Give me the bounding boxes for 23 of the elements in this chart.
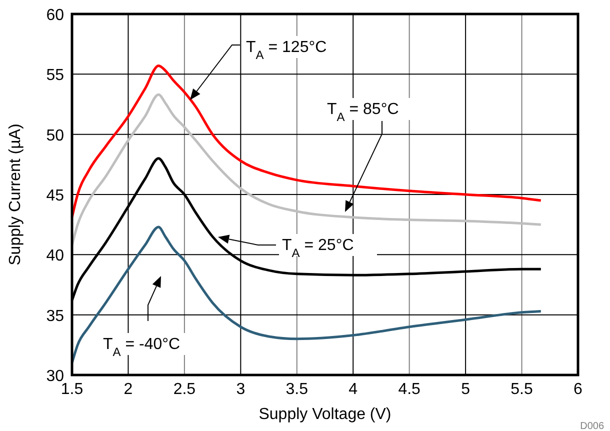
x-tick-label: 4 [348,381,358,398]
y-tick-label: 55 [46,67,64,84]
x-tick-label: 2.5 [173,381,196,398]
y-tick-label: 60 [46,7,64,24]
y-tick-label: 45 [46,188,64,204]
line-series [70,226,542,364]
annotation: T$_{A}$ = 125°C [246,39,327,62]
x-tick-label: 5.5 [510,381,533,398]
x-tick-label: 3.5 [286,381,308,398]
y-axis-title: Supply Current (µA) [7,124,24,266]
annotation: T$_{A}$ = 85°C [327,101,399,124]
x-tick-label: 3 [236,381,246,398]
x-axis-title: Supply Voltage (V) [258,406,392,423]
y-tick-label: 35 [46,308,64,325]
y-tick-label: 50 [46,127,64,144]
text: D006 [580,421,604,431]
x-tick-label: 4.5 [398,381,421,398]
annotation: T$_{A}$ = -40°C [103,336,180,359]
annotation: T$_{A}$ = 25°C [282,237,354,260]
x-tick-label: 2 [124,381,133,398]
x-tick-label: 6 [574,381,583,398]
y-tick-label: 40 [46,248,64,265]
x-tick-label: 5 [461,381,470,398]
